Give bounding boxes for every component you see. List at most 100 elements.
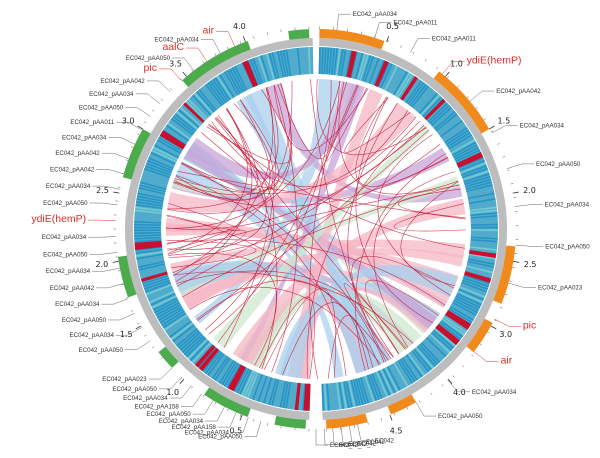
- minor-tick: [117, 186, 121, 188]
- feature-stripe: [409, 83, 427, 107]
- red-link: [377, 134, 451, 296]
- feature-stripe: [460, 162, 486, 174]
- label-leader: [447, 379, 470, 393]
- feature-stripe: [167, 318, 191, 336]
- minor-tick: [152, 346, 155, 349]
- minor-tick: [393, 413, 396, 416]
- feature-stripe: [331, 383, 336, 411]
- minor-tick: [239, 414, 242, 417]
- feature-stripe: [249, 58, 261, 85]
- feature-stripe: [434, 111, 456, 130]
- feature-stripe: [209, 354, 227, 378]
- feature-stripe: [141, 175, 168, 186]
- label-leader: [244, 421, 262, 437]
- feature-stripe: [134, 226, 162, 229]
- feature-stripe: [142, 173, 169, 183]
- feature-stripe: [178, 108, 200, 128]
- gene-label: EC042: [357, 440, 376, 447]
- label-leader: [332, 428, 347, 445]
- feature-stripe: [318, 47, 321, 75]
- minor-tick: [441, 384, 444, 387]
- tick-mark: [135, 325, 142, 330]
- minor-tick: [160, 98, 163, 101]
- tick-label-left: 3.0: [122, 117, 135, 126]
- tick-label-right: 0.5: [386, 22, 399, 31]
- red-link: [355, 153, 446, 371]
- feature-stripe: [368, 57, 380, 84]
- feature-stripe: [134, 231, 162, 235]
- label-leader: [469, 90, 495, 102]
- gene-label: EC042_pAA050: [112, 386, 157, 393]
- feature-stripe: [345, 50, 353, 78]
- feature-stripe: [364, 375, 375, 402]
- minor-tick: [191, 69, 194, 72]
- tick-label-left: 4.0: [233, 22, 246, 31]
- feature-stripe: [179, 106, 202, 127]
- feature-stripe: [159, 308, 184, 324]
- genome-segment-right: [387, 394, 416, 415]
- gene-label: EC042_pAA050: [62, 317, 107, 324]
- gene-label-highlight: ydiE(hemP): [467, 55, 522, 67]
- gene-label: EC042_pAA011: [432, 36, 476, 43]
- gene-label: EC042_pAA034: [154, 36, 199, 43]
- feature-stripe: [172, 324, 195, 343]
- feature-stripe: [373, 59, 385, 86]
- feature-stripe: [463, 274, 490, 285]
- gene-labels: EC042_pAA034 EC042_pAA011 EC042_pAA011 ydiE…: [31, 11, 590, 449]
- feature-stripe: [134, 223, 162, 227]
- genome-segment-right: [493, 245, 516, 304]
- feature-stripe: [296, 47, 302, 75]
- feature-stripe: [162, 312, 187, 329]
- feature-stripe: [470, 234, 498, 237]
- feature-stripe: [223, 71, 239, 96]
- genome-segment-right: [325, 413, 368, 429]
- red-link: [175, 80, 293, 201]
- tick-mark: [239, 414, 243, 421]
- feature-rings: [133, 47, 499, 411]
- feature-stripe: [134, 236, 162, 240]
- minor-tick: [466, 95, 469, 98]
- feature-stripe: [432, 329, 455, 349]
- feature-stripe: [216, 358, 233, 383]
- feature-stripe: [453, 299, 479, 314]
- feature-stripe: [393, 71, 408, 96]
- feature-stripe: [330, 47, 336, 75]
- feature-stripe: [174, 113, 197, 132]
- feature-stripe: [323, 383, 328, 411]
- feature-stripe: [391, 363, 406, 389]
- tick-label-right: 1.5: [498, 117, 511, 126]
- minor-tick: [160, 357, 163, 360]
- feature-stripe: [252, 374, 263, 401]
- minor-tick: [490, 130, 494, 133]
- feature-stripe: [382, 64, 396, 90]
- gene-label-highlight: air: [202, 25, 214, 37]
- feature-stripe: [142, 274, 169, 285]
- gene-label: EC042_pAA023: [538, 284, 583, 291]
- red-link: [168, 184, 460, 255]
- red-link: [309, 82, 347, 380]
- feature-stripe: [238, 369, 252, 395]
- minor-tick: [500, 306, 503, 309]
- feature-stripe: [254, 56, 266, 83]
- feature-stripe: [416, 90, 436, 113]
- feature-stripe: [405, 80, 423, 104]
- synteny-ribbon: [172, 261, 391, 364]
- feature-stripe: [417, 345, 437, 367]
- feature-stripe: [470, 226, 498, 229]
- feature-stripe: [378, 370, 391, 396]
- feature-stripe: [422, 96, 443, 118]
- feature-stripe: [461, 164, 487, 176]
- feature-stripe: [279, 380, 287, 408]
- feature-stripe: [435, 113, 458, 132]
- feature-stripe: [252, 57, 264, 84]
- feature-stripe: [169, 120, 192, 138]
- label-leader: [473, 351, 499, 362]
- synteny-ribbon: [244, 88, 390, 369]
- feature-stripe: [342, 49, 350, 77]
- feature-stripe: [193, 343, 214, 366]
- feature-stripe: [441, 318, 465, 336]
- feature-stripe: [359, 377, 370, 404]
- gene-label: EC042_pAA034: [42, 234, 87, 241]
- minor-tick: [483, 118, 486, 121]
- red-link: [338, 81, 459, 195]
